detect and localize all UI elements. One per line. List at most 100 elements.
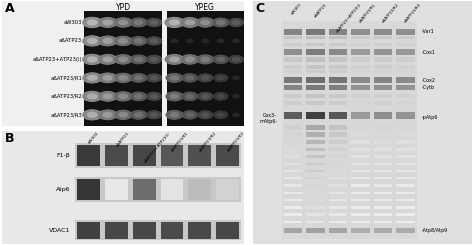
Bar <box>282 21 417 239</box>
Bar <box>374 192 392 194</box>
Circle shape <box>103 57 112 62</box>
Circle shape <box>166 55 183 64</box>
Bar <box>283 133 302 137</box>
Circle shape <box>130 92 146 100</box>
Circle shape <box>131 19 146 26</box>
Bar <box>351 85 370 90</box>
Bar <box>306 36 325 39</box>
Circle shape <box>213 19 228 26</box>
Text: aΔATP23: aΔATP23 <box>313 2 328 18</box>
Bar <box>351 111 370 119</box>
Bar <box>396 148 415 151</box>
Circle shape <box>100 110 116 119</box>
Bar <box>283 28 302 35</box>
Circle shape <box>83 36 102 46</box>
Circle shape <box>115 55 132 64</box>
Bar <box>396 140 415 144</box>
Bar <box>77 145 100 166</box>
Bar <box>396 28 415 35</box>
Bar <box>374 148 392 151</box>
Circle shape <box>198 74 212 82</box>
Bar <box>283 36 302 39</box>
Bar <box>306 133 325 137</box>
Bar <box>396 77 415 84</box>
Circle shape <box>214 111 228 118</box>
Circle shape <box>213 55 228 63</box>
Bar <box>328 36 347 39</box>
Circle shape <box>197 18 214 27</box>
Bar <box>306 43 325 46</box>
Circle shape <box>217 76 224 80</box>
Bar <box>328 206 347 208</box>
Bar <box>306 101 325 105</box>
Circle shape <box>233 113 239 117</box>
Bar <box>306 85 325 90</box>
Bar <box>161 179 183 200</box>
Bar <box>77 179 100 200</box>
Bar <box>374 65 392 69</box>
Circle shape <box>131 93 146 100</box>
Circle shape <box>131 74 146 82</box>
Circle shape <box>228 19 244 26</box>
Circle shape <box>150 58 158 61</box>
Circle shape <box>229 19 243 26</box>
Bar <box>328 65 347 69</box>
Bar <box>374 85 392 90</box>
Circle shape <box>233 76 239 80</box>
Bar <box>216 179 239 200</box>
Circle shape <box>165 18 183 27</box>
Bar <box>306 213 325 216</box>
Bar <box>166 11 244 126</box>
Circle shape <box>187 39 193 43</box>
Bar <box>374 57 392 62</box>
Circle shape <box>217 95 224 98</box>
Bar <box>396 155 415 158</box>
Bar <box>306 228 325 233</box>
Bar <box>351 70 370 73</box>
Bar <box>328 94 347 98</box>
Circle shape <box>201 57 210 61</box>
Bar <box>374 36 392 39</box>
Bar <box>2 1 84 126</box>
Circle shape <box>182 55 198 63</box>
Text: aΔATP23+ATP23(i): aΔATP23+ATP23(i) <box>32 57 82 62</box>
Circle shape <box>232 21 240 24</box>
Bar <box>328 101 347 105</box>
Bar <box>283 162 302 165</box>
Circle shape <box>233 95 239 98</box>
Circle shape <box>115 37 131 45</box>
Circle shape <box>100 92 116 101</box>
Circle shape <box>114 18 132 27</box>
Circle shape <box>197 18 213 26</box>
Circle shape <box>201 113 209 117</box>
Bar <box>306 77 325 84</box>
Bar <box>396 170 415 172</box>
Circle shape <box>99 18 116 27</box>
Bar <box>306 65 325 69</box>
Circle shape <box>166 74 182 82</box>
Circle shape <box>229 56 243 63</box>
Bar <box>374 206 392 208</box>
Circle shape <box>165 55 183 64</box>
Circle shape <box>135 39 143 43</box>
Circle shape <box>115 55 131 63</box>
Circle shape <box>83 54 102 64</box>
Bar <box>396 57 415 62</box>
Bar <box>161 222 183 239</box>
Circle shape <box>147 37 161 45</box>
Bar <box>374 28 392 35</box>
Text: -Cytb: -Cytb <box>421 85 435 90</box>
Bar <box>351 125 370 130</box>
Circle shape <box>167 92 182 100</box>
Circle shape <box>130 111 146 119</box>
Bar <box>396 49 415 55</box>
Bar <box>306 57 325 62</box>
Circle shape <box>88 57 97 62</box>
Bar <box>283 140 302 144</box>
Bar <box>396 125 415 130</box>
Bar <box>283 192 302 194</box>
Circle shape <box>146 74 162 82</box>
Circle shape <box>135 20 143 24</box>
Circle shape <box>197 55 214 64</box>
Circle shape <box>88 75 97 80</box>
